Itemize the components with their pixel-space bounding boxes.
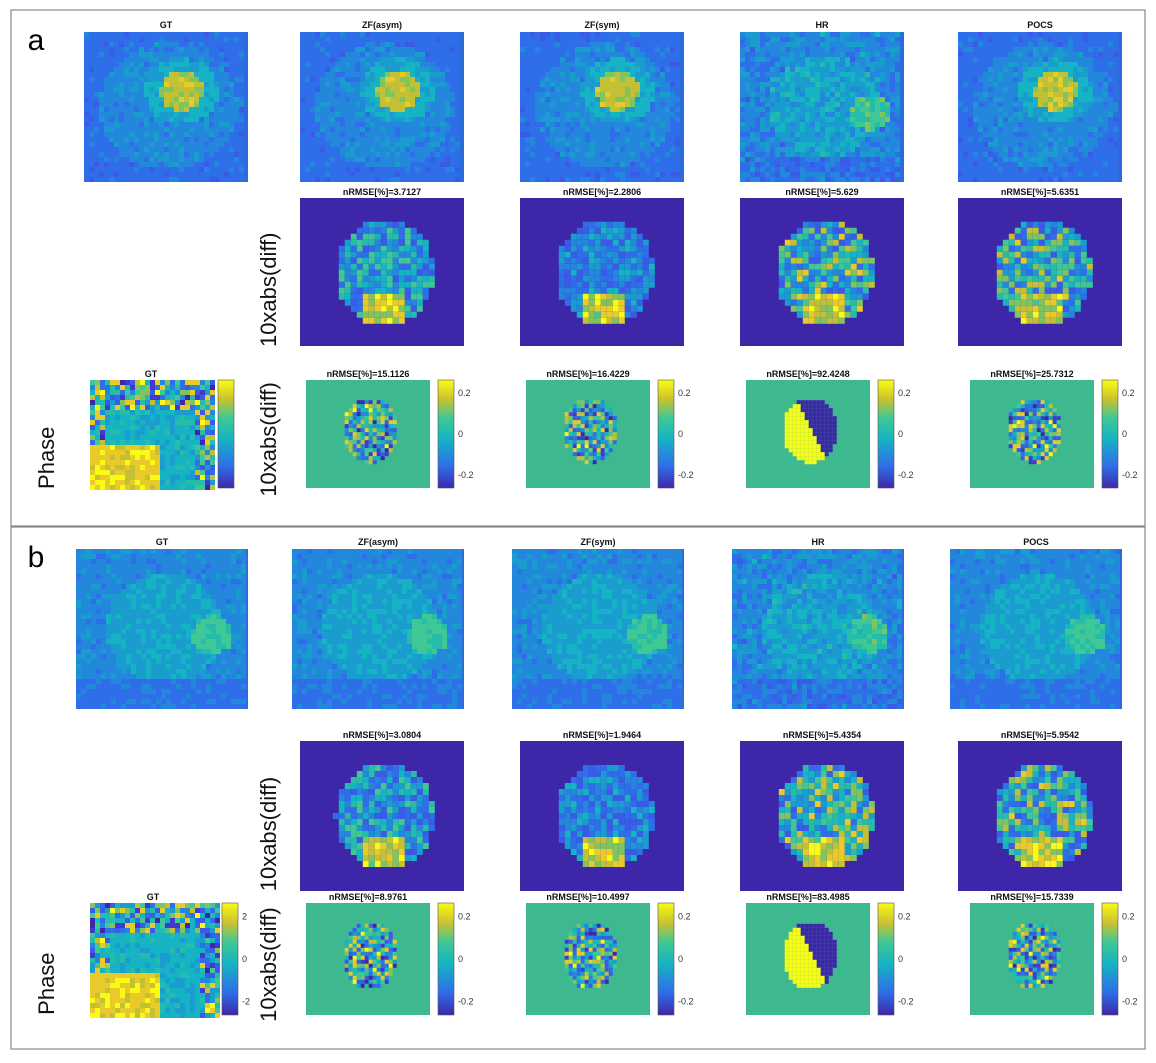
magnitude-title: HR [812,537,825,547]
panel-letter: a [28,24,45,57]
colorbar-diff-1-3 [1101,902,1119,1016]
colorbar-diff-1-2 [877,902,895,1016]
diff-title: nRMSE[%]=1.9464 [563,730,641,740]
colorbar-tick-label: 0.2 [678,911,691,921]
colorbar-tick-label: 2 [242,911,247,921]
colorbar-diff-0-1 [657,379,675,489]
diff-row-label: 10xabs(diff) [256,232,281,347]
diff-title: nRMSE[%]=2.2806 [563,187,641,197]
diff-title: nRMSE[%]=3.7127 [343,187,421,197]
phase-gt-title: GT [145,369,158,379]
colorbar-tick-label: 0 [1122,954,1127,964]
colorbar-diff-0-2 [877,379,895,489]
colorbar-tick-label: -0.2 [678,997,694,1007]
diff-title: nRMSE[%]=5.9542 [1001,730,1079,740]
colorbar-tick-label: -0.2 [898,997,914,1007]
phase-row-label: Phase [34,952,59,1014]
phase-title: nRMSE[%]=15.7339 [990,892,1073,902]
colorbar-tick-label: 0 [678,429,683,439]
colorbar-tick-label: 0.2 [898,911,911,921]
colorbar-tick-label: -0.2 [458,997,474,1007]
magnitude-title: POCS [1023,537,1049,547]
colorbar-tick-label: 0.2 [458,911,471,921]
colorbar-tick-label: -0.2 [898,470,914,480]
magnitude-title: ZF(asym) [358,537,398,547]
phase-title: nRMSE[%]=16.4229 [546,369,629,379]
panel-letter: b [28,541,45,574]
colorbar-tick-label: -0.2 [458,470,474,480]
colorbar-tick-label: 0.2 [898,388,911,398]
colorbar-tick-label: -0.2 [1122,997,1138,1007]
magnitude-title: ZF(asym) [362,20,402,30]
magnitude-title: ZF(sym) [580,537,615,547]
colorbar-diff-1-1 [657,902,675,1016]
colorbar-tick-label: 0 [458,954,463,964]
phase-title: nRMSE[%]=8.9761 [329,892,407,902]
phase-gt-title: GT [147,892,160,902]
phase-title: nRMSE[%]=15.1126 [327,369,410,379]
colorbar-tick-label: 0.2 [1122,911,1135,921]
colorbar-diff-1-0 [437,902,455,1016]
colorbar-tick-label: 0.2 [458,388,471,398]
panel-border [10,526,1146,1050]
colorbar-gt-0 [217,379,235,489]
colorbar-diff-0-3 [1101,379,1119,489]
colorbar-gt-1 [221,902,239,1016]
colorbar-tick-label: -0.2 [678,470,694,480]
magnitude-title: ZF(sym) [584,20,619,30]
phase-row-label: Phase [34,427,59,489]
magnitude-title: GT [160,20,173,30]
colorbar-tick-label: 0.2 [1122,388,1135,398]
diff-title: nRMSE[%]=5.4354 [783,730,861,740]
phase-title: nRMSE[%]=10.4997 [546,892,629,902]
diff-title: nRMSE[%]=3.0804 [343,730,421,740]
phase-title: nRMSE[%]=92.4248 [766,369,849,379]
phase-diff-row-label: 10xabs(diff) [256,382,281,497]
phase-title: nRMSE[%]=83.4985 [766,892,849,902]
colorbar-tick-label: -0.2 [1122,470,1138,480]
colorbar-tick-label: 0 [898,429,903,439]
panel-a: a GT ZF(asym) ZF(sym) HR POCS 10xabs(diff) nRMS… [10,9,1146,527]
phase-title: nRMSE[%]=25.7312 [990,369,1073,379]
colorbar-tick-label: 0 [458,429,463,439]
diff-title: nRMSE[%]=5.629 [785,187,858,197]
colorbar-tick-label: -2 [242,997,250,1007]
colorbar-tick-label: 0 [678,954,683,964]
diff-row-label: 10xabs(diff) [256,777,281,892]
panel-b: b GT ZF(asym) ZF(sym) HR POCS 10xabs(diff) nRMS… [10,526,1146,1050]
magnitude-title: POCS [1027,20,1053,30]
colorbar-tick-label: 0.2 [678,388,691,398]
magnitude-title: HR [816,20,829,30]
colorbar-diff-0-0 [437,379,455,489]
colorbar-tick-label: 0 [1122,429,1127,439]
colorbar-tick-label: 0 [242,954,247,964]
diff-title: nRMSE[%]=5.6351 [1001,187,1079,197]
colorbar-tick-label: 0 [898,954,903,964]
magnitude-title: GT [156,537,169,547]
panel-border [10,9,1146,527]
phase-diff-row-label: 10xabs(diff) [256,907,281,1022]
